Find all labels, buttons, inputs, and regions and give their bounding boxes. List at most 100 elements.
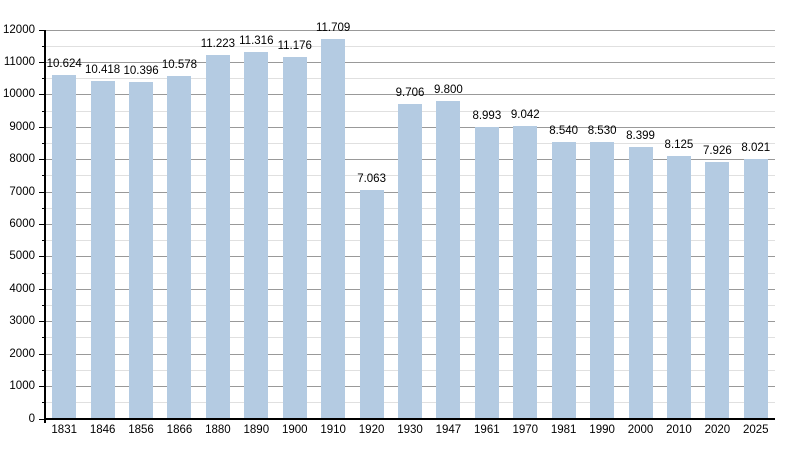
x-axis-tick-label: 1910: [320, 424, 346, 436]
bar: [52, 74, 77, 419]
bar: [513, 125, 538, 419]
x-axis-tick-label: 1880: [205, 424, 231, 436]
y-axis-tick-label: 2000: [9, 347, 35, 360]
x-axis-tick-label: 1846: [89, 424, 116, 436]
bar: [398, 104, 422, 419]
x-axis-tick-label: 1990: [589, 424, 615, 436]
bar: [436, 101, 461, 419]
y-axis-tick-label: 12000: [3, 23, 35, 36]
y-axis-major-tick: [39, 159, 45, 161]
y-axis-minor-tick: [42, 142, 45, 144]
bar: [244, 52, 269, 419]
y-axis-major-tick: [39, 321, 45, 323]
x-axis-tick-label: 1970: [512, 424, 539, 436]
y-axis-minor-tick: [42, 272, 45, 274]
bar: [474, 127, 499, 419]
y-axis-tick-label: 6000: [9, 218, 35, 230]
bar: [743, 158, 768, 419]
y-axis-major-tick: [39, 386, 45, 388]
bar-value-label: 7.926: [702, 145, 732, 158]
bar: [705, 162, 730, 419]
x-axis-tick-label: 1947: [435, 424, 462, 436]
bar-value-label: 11.316: [239, 35, 274, 48]
bar: [321, 39, 346, 419]
y-axis-minor-tick: [42, 175, 45, 177]
x-axis-tick-label: 2010: [666, 424, 692, 436]
y-axis-tick-label: 1000: [9, 380, 35, 393]
bar: [551, 142, 576, 419]
bar-value-label: 9.800: [434, 84, 463, 97]
y-axis-tick-label: 5000: [9, 250, 35, 263]
x-axis-tick-label: 1900: [281, 424, 308, 436]
y-axis-tick-label: 11000: [3, 55, 35, 68]
x-axis-tick-label: 1890: [243, 424, 270, 436]
y-axis-major-tick: [39, 191, 45, 193]
bar-value-label: 10.624: [46, 57, 82, 70]
x-axis-tick-label: 1930: [397, 424, 423, 436]
x-axis-tick-label: 1981: [550, 424, 577, 436]
y-axis-minor-tick: [42, 240, 45, 242]
bar: [129, 81, 154, 419]
y-axis-major-tick: [39, 126, 45, 128]
y-axis-minor-tick: [42, 78, 45, 80]
major-gridline: [45, 29, 775, 31]
bar-value-label: 8.540: [549, 125, 579, 138]
x-axis-tick-label: 1961: [474, 424, 500, 436]
y-axis-tick-label: 8000: [9, 153, 35, 166]
y-axis-major-tick: [39, 353, 45, 355]
y-axis-major-tick: [39, 29, 45, 31]
y-axis-tick-label: 3000: [9, 315, 35, 328]
bar-value-label: 10.578: [161, 59, 198, 72]
y-axis-minor-tick: [42, 110, 45, 112]
y-axis-minor-tick: [42, 402, 45, 404]
bar-value-label: 9.042: [510, 108, 540, 121]
bar: [282, 56, 307, 419]
x-axis-line: [44, 418, 775, 420]
minor-gridline: [45, 45, 775, 47]
y-axis-major-tick: [39, 418, 45, 420]
bar-value-label: 8.993: [472, 110, 502, 123]
y-axis-major-tick: [39, 224, 45, 225]
bar-value-label: 10.418: [85, 64, 121, 77]
x-axis-tick-label: 1866: [166, 424, 193, 436]
y-axis-tick-label: 9000: [9, 120, 35, 133]
y-axis-major-tick: [39, 256, 45, 258]
bar-value-label: 11.709: [315, 22, 351, 35]
x-axis-tick-label: 2025: [742, 424, 769, 436]
y-axis-tick-label: 10000: [3, 88, 35, 101]
x-axis-tick-label: 2000: [627, 424, 654, 436]
bar-value-label: 7.063: [357, 173, 386, 186]
y-axis-line: [44, 30, 46, 423]
y-axis-major-tick: [39, 61, 45, 63]
bar: [359, 190, 384, 419]
bar-value-label: 8.530: [587, 125, 617, 138]
bar-value-label: 8.399: [626, 129, 655, 142]
x-axis-tick-label: 1920: [358, 424, 385, 436]
x-axis-tick-label: 1856: [128, 424, 154, 436]
bar-value-label: 10.396: [123, 64, 159, 77]
bar-value-label: 11.176: [277, 39, 312, 52]
y-axis-minor-tick: [42, 369, 45, 371]
y-axis-minor-tick: [42, 207, 45, 209]
x-axis-tick-label: 1831: [51, 424, 77, 436]
x-axis-tick-label: 2020: [704, 424, 731, 436]
y-axis-major-tick: [39, 288, 45, 290]
y-axis-minor-tick: [42, 337, 45, 339]
bar-value-label: 11.223: [200, 38, 236, 51]
bar-value-label: 9.706: [395, 87, 425, 100]
y-axis-major-tick: [39, 94, 45, 96]
y-axis-minor-tick: [42, 45, 45, 47]
bar: [167, 76, 192, 419]
bar: [205, 55, 230, 419]
bar: [90, 81, 115, 419]
y-axis-minor-tick: [42, 305, 45, 307]
minor-gridline: [45, 78, 775, 80]
bar-value-label: 8.021: [741, 141, 771, 154]
bar: [666, 155, 691, 419]
bar-value-label: 8.125: [664, 138, 694, 151]
y-axis-tick-label: 0: [28, 412, 35, 425]
bar: [628, 146, 653, 419]
y-axis-tick-label: 4000: [9, 282, 35, 295]
